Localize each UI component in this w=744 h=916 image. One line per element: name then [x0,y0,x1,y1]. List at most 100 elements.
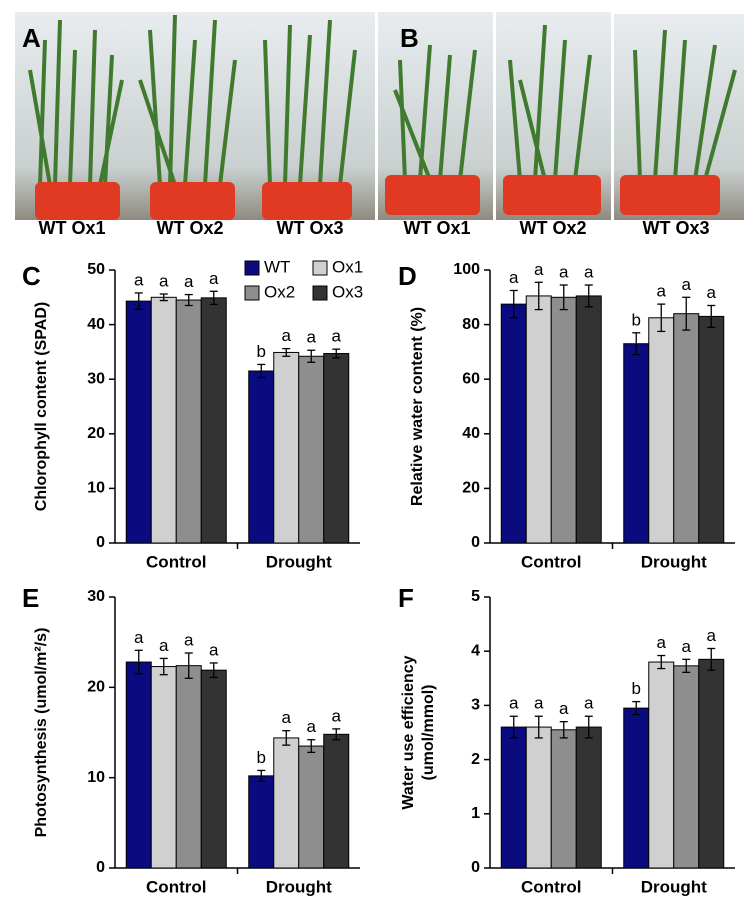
significance-letter: a [282,708,292,727]
significance-letter: b [257,748,266,767]
photo [496,12,611,220]
error-bar [534,281,543,311]
significance-letter: a [682,275,692,294]
legend-label: WT [264,257,290,276]
significance-letter: a [134,628,144,647]
significance-letter: b [257,342,266,361]
bar [575,295,602,544]
significance-letter: a [282,326,292,345]
y-tick-label: 30 [87,370,105,387]
legend-label: Ox1 [332,257,363,276]
error-bar [559,284,568,311]
bar [175,665,202,869]
y-tick-label: 20 [87,425,105,442]
error-bar [209,290,218,306]
bar [150,666,177,869]
bar [698,315,725,544]
y-tick-label: 30 [87,588,105,605]
error-bar [184,293,193,307]
significance-letter: b [632,310,641,329]
error-bar [559,721,568,739]
significance-letter: a [707,283,717,302]
y-tick-label: 40 [87,316,105,333]
panel-label: D [398,261,417,291]
bar [323,353,350,544]
y-axis-label: Photosynthesis (umol/m²/s) [33,628,50,838]
panel-label: F [398,583,414,613]
bar [248,370,275,544]
photo-caption: WT Ox3 [642,218,709,238]
significance-letter: a [534,260,544,279]
legend-swatch [244,285,260,301]
legend-swatch [244,260,260,276]
error-bar [159,657,168,676]
error-bar [632,332,641,356]
error-bar [509,715,518,739]
significance-letter: a [184,272,194,291]
bar [673,665,700,869]
error-bar [332,728,341,741]
y-tick-label: 10 [87,480,105,497]
x-tick-label: Control [146,877,206,896]
significance-letter: a [509,694,519,713]
bar [125,661,152,869]
bar [200,297,227,544]
error-bar [332,348,341,359]
error-bar [707,304,716,328]
y-tick-label: 3 [471,697,480,714]
photo [15,12,130,220]
photo [130,12,245,220]
y-tick-label: 100 [453,261,480,278]
y-tick-label: 4 [471,642,480,659]
significance-letter: a [332,706,342,725]
error-bar [282,347,291,357]
error-bar [134,649,143,675]
significance-letter: a [159,272,169,291]
y-tick-label: 5 [471,588,480,605]
bar [648,317,675,544]
photo-caption: WT Ox3 [276,218,343,238]
significance-letter: a [509,268,519,287]
significance-letter: a [584,694,594,713]
x-tick-label: Drought [266,552,332,571]
error-bar [509,289,518,319]
error-bar [307,739,316,754]
panel-label: E [22,583,39,613]
photo-caption: WT Ox2 [156,218,223,238]
error-bar [257,769,266,782]
y-tick-label: 50 [87,261,105,278]
bar [525,295,552,544]
x-tick-label: Control [521,552,581,571]
error-bar [209,662,218,679]
photos [15,12,744,220]
error-bar [632,700,641,716]
error-bar [707,647,716,671]
y-tick-label: 0 [471,534,480,551]
significance-letter: a [209,269,219,288]
bar [623,343,650,544]
bar [550,296,577,544]
y-tick-label: 0 [96,534,105,551]
error-bar [657,654,666,670]
significance-letter: b [632,679,641,698]
significance-letter: a [209,640,219,659]
error-bar [257,363,266,379]
panel-label: C [22,261,41,291]
y-tick-label: 0 [96,859,105,876]
error-bar [584,715,593,739]
legend-swatch [312,285,328,301]
bar [248,775,275,869]
significance-letter: a [682,637,692,656]
significance-letter: a [307,717,317,736]
photo [245,12,375,220]
significance-letter: a [184,630,194,649]
y-tick-label: 60 [462,370,480,387]
bar [575,726,602,869]
error-bar [159,293,168,302]
significance-letter: a [159,636,169,655]
error-bar [682,296,691,331]
significance-letter: a [657,282,667,301]
error-bar [682,658,691,673]
bar [623,707,650,869]
